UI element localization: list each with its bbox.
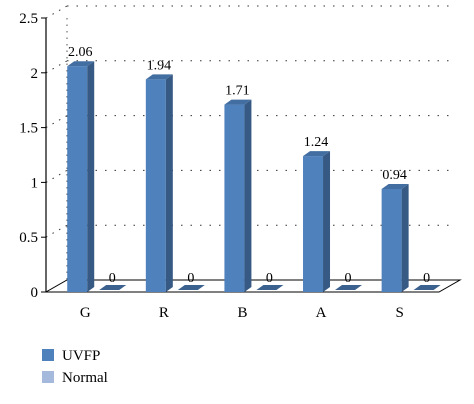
gridline-depth <box>45 224 68 238</box>
bar-top <box>303 151 331 157</box>
bars <box>67 61 441 292</box>
bar-top <box>67 61 95 67</box>
y-tick-labels: 0 0.5 1 1.5 2 2.5 <box>19 11 38 301</box>
bar-uvfp-A <box>303 156 324 292</box>
data-label: 0 <box>109 271 116 286</box>
bar-side <box>401 183 409 292</box>
data-labels: 2.06 0 1.94 0 1.71 0 1.24 0 0.94 0 <box>68 45 430 286</box>
bar-side <box>165 74 173 292</box>
bar-side <box>244 99 252 292</box>
data-label: 1.71 <box>225 84 250 99</box>
bar-uvfp-G <box>67 66 88 292</box>
gridline-depth <box>45 5 68 19</box>
bar-side <box>323 151 331 292</box>
x-tick-label: G <box>80 305 91 321</box>
legend-label: Normal <box>62 370 108 386</box>
legend-swatch <box>42 371 54 383</box>
data-label: 0 <box>423 271 430 286</box>
data-label: 0 <box>266 271 273 286</box>
gridline-depth <box>45 169 68 183</box>
legend-label: UVFP <box>62 348 100 364</box>
bar-normal-A <box>335 285 363 290</box>
y-tick-label: 0.5 <box>19 230 38 246</box>
data-label: 2.06 <box>68 45 93 60</box>
legend-swatch <box>42 349 54 361</box>
data-label: 1.94 <box>147 58 172 73</box>
bar-normal-B <box>256 285 284 290</box>
bar-top <box>145 74 173 80</box>
gridline-depth <box>45 60 68 74</box>
bar-normal-G <box>99 285 127 290</box>
gridlines <box>45 5 450 238</box>
data-label: 1.24 <box>304 135 329 150</box>
y-tick-label: 0 <box>31 285 39 301</box>
bar-top <box>381 183 409 189</box>
gridline-depth <box>45 115 68 129</box>
x-tick-label: B <box>237 305 247 321</box>
x-tick-label: R <box>159 305 169 321</box>
y-tick-label: 1 <box>31 175 39 191</box>
legend: UVFP Normal <box>42 348 108 386</box>
bar-normal-R <box>177 285 205 290</box>
y-tick-label: 2 <box>31 66 39 82</box>
data-label: 0 <box>345 271 352 286</box>
bar-uvfp-S <box>381 188 402 292</box>
data-label: 0 <box>187 271 194 286</box>
bar-uvfp-B <box>224 104 245 292</box>
bar-normal-S <box>413 285 441 290</box>
data-label: 0.94 <box>382 168 407 183</box>
bar-top <box>224 99 252 105</box>
bar-side <box>87 61 95 292</box>
y-tick-label: 1.5 <box>19 121 38 137</box>
x-tick-label: S <box>396 305 404 321</box>
x-tick-label: A <box>316 305 327 321</box>
y-tick-label: 2.5 <box>19 11 38 27</box>
bar-uvfp-R <box>145 79 166 292</box>
